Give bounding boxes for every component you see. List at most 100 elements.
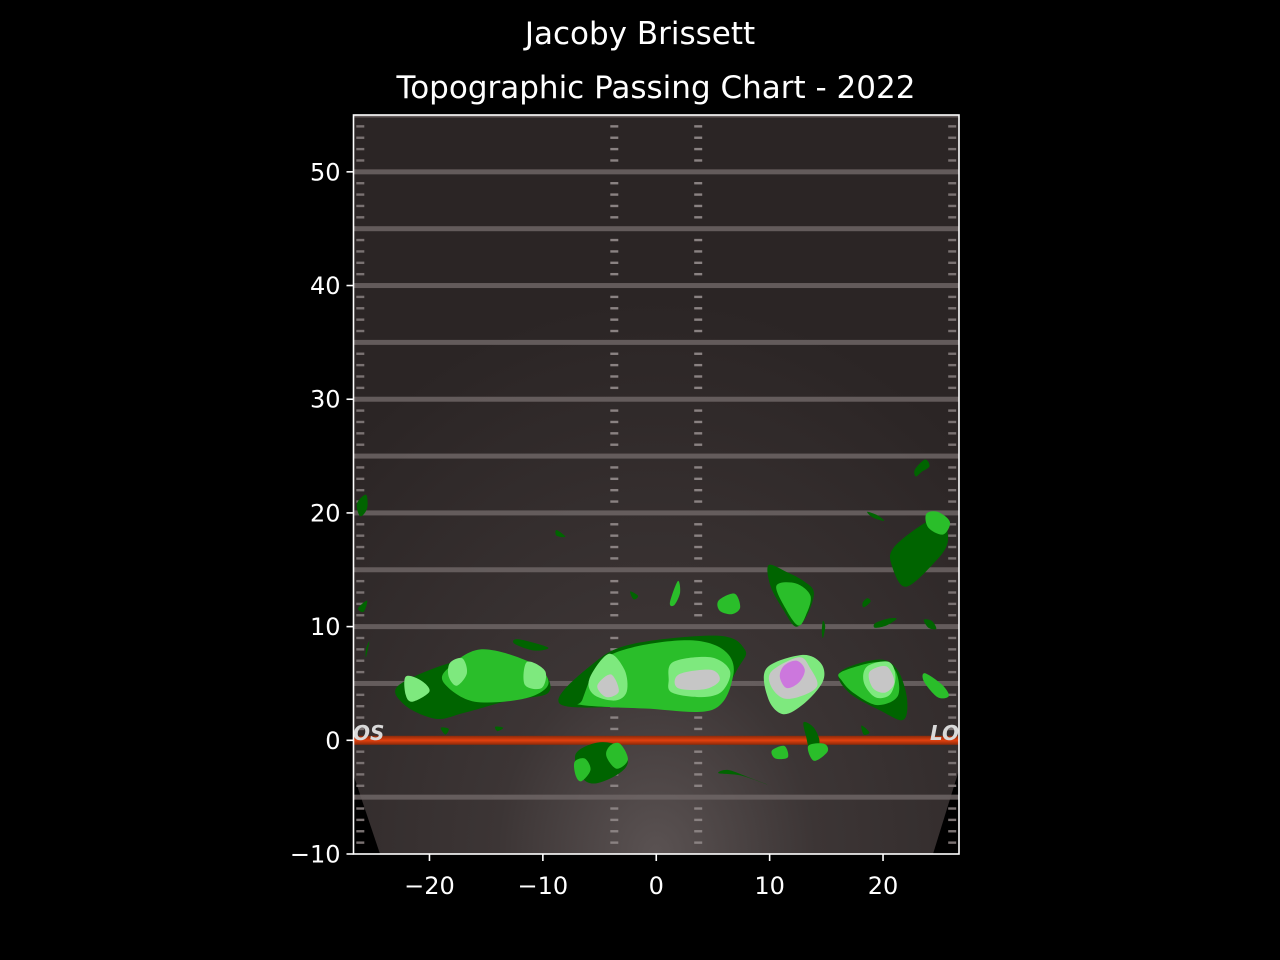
sideline-mark bbox=[948, 750, 957, 753]
sideline-mark bbox=[356, 238, 365, 242]
sideline-mark bbox=[356, 841, 365, 844]
sideline-mark bbox=[356, 614, 365, 617]
sideline-mark bbox=[356, 125, 365, 128]
chart-title: Jacoby Brissett bbox=[523, 16, 755, 52]
contour-region-9-level-4 bbox=[597, 674, 619, 698]
x-tick-label: 20 bbox=[868, 872, 899, 900]
hash-mark bbox=[610, 307, 619, 310]
sideline-mark bbox=[948, 500, 957, 503]
sideline-mark bbox=[948, 136, 957, 139]
hash-mark bbox=[694, 432, 703, 435]
yard-line-5 bbox=[353, 453, 959, 459]
sideline-mark bbox=[948, 602, 957, 606]
hash-mark bbox=[610, 830, 619, 833]
contour-region-34-level-1 bbox=[923, 619, 937, 630]
hash-mark bbox=[694, 295, 703, 299]
hash-mark bbox=[610, 545, 619, 549]
hash-mark bbox=[610, 727, 619, 731]
hash-mark bbox=[610, 420, 619, 424]
contour-region-37-level-1 bbox=[440, 727, 449, 735]
sideline-mark bbox=[356, 216, 365, 219]
contour-region-38-level-1 bbox=[494, 726, 504, 732]
sideline-mark bbox=[948, 693, 957, 697]
hash-mark bbox=[694, 807, 703, 810]
sideline-mark bbox=[356, 136, 365, 139]
hash-mark bbox=[610, 841, 619, 844]
hash-mark bbox=[610, 352, 619, 355]
hash-mark bbox=[694, 193, 703, 196]
sideline-mark bbox=[948, 614, 957, 617]
sideline-mark bbox=[948, 216, 957, 219]
sideline-mark bbox=[356, 579, 365, 583]
sideline-mark bbox=[356, 295, 365, 299]
contour-region-30-level-1 bbox=[821, 620, 826, 639]
contour-region-22-level-1 bbox=[914, 459, 930, 477]
sideline-mark bbox=[356, 716, 365, 719]
sideline-mark bbox=[356, 329, 365, 333]
hash-mark bbox=[694, 216, 703, 219]
line-of-scrimmage-labels: LOS LOS bbox=[354, 721, 973, 745]
contour-region-36-level-1 bbox=[512, 639, 549, 651]
sideline-mark bbox=[948, 295, 957, 299]
hash-mark bbox=[610, 295, 619, 299]
yard-line-10 bbox=[353, 169, 959, 175]
sideline-mark bbox=[948, 432, 957, 435]
sideline-mark bbox=[356, 375, 365, 378]
sideline-mark bbox=[948, 238, 957, 242]
sideline-mark bbox=[356, 705, 365, 708]
sideline-mark bbox=[356, 352, 365, 355]
line-of-scrimmage bbox=[353, 735, 959, 745]
sideline-mark bbox=[356, 443, 365, 446]
hash-mark bbox=[610, 557, 619, 560]
contour-region-24-level-1 bbox=[357, 600, 368, 613]
hash-mark bbox=[610, 488, 619, 492]
hash-mark bbox=[610, 125, 619, 128]
yard-line-3 bbox=[353, 567, 959, 573]
hash-mark bbox=[694, 545, 703, 549]
sideline-mark bbox=[356, 193, 365, 196]
sideline-mark bbox=[356, 432, 365, 435]
hash-mark bbox=[694, 352, 703, 355]
sideline-mark bbox=[356, 420, 365, 424]
los-label-right: LOS bbox=[930, 721, 973, 745]
sideline-mark bbox=[948, 784, 957, 787]
hash-mark bbox=[694, 159, 703, 162]
sideline-mark bbox=[356, 488, 365, 492]
hash-mark bbox=[694, 773, 703, 776]
hash-mark bbox=[694, 375, 703, 378]
sideline-mark bbox=[356, 636, 365, 640]
contour-region-29-level-2 bbox=[717, 593, 741, 615]
hash-mark bbox=[610, 591, 619, 594]
hash-mark bbox=[610, 238, 619, 242]
hash-mark bbox=[694, 534, 703, 537]
hash-mark bbox=[610, 386, 619, 390]
hash-mark bbox=[694, 443, 703, 446]
hash-mark bbox=[694, 761, 703, 765]
sideline-mark bbox=[356, 784, 365, 787]
contour-region-1-level-2 bbox=[441, 649, 549, 703]
sideline-mark bbox=[948, 193, 957, 196]
sideline-mark bbox=[356, 204, 365, 208]
sideline-mark bbox=[356, 830, 365, 833]
hash-mark bbox=[610, 818, 619, 822]
yard-line-6 bbox=[353, 396, 959, 402]
hash-mark bbox=[694, 136, 703, 139]
hash-mark bbox=[694, 466, 703, 469]
contour-region-23-level-1 bbox=[356, 494, 368, 517]
sideline-mark bbox=[948, 375, 957, 378]
sideline-mark bbox=[356, 727, 365, 731]
hash-mark bbox=[610, 261, 619, 264]
sideline-mark bbox=[356, 761, 365, 765]
hash-mark bbox=[610, 159, 619, 162]
sideline-mark bbox=[356, 591, 365, 594]
contour-region-32-level-1 bbox=[862, 598, 871, 608]
contour-region-31-level-1 bbox=[867, 511, 885, 521]
hash-mark bbox=[610, 375, 619, 378]
sideline-mark bbox=[948, 557, 957, 560]
sideline-mark bbox=[948, 807, 957, 810]
contour-region-27-level-1 bbox=[630, 591, 639, 600]
hash-mark bbox=[694, 727, 703, 731]
hash-mark bbox=[610, 147, 619, 151]
hash-mark bbox=[694, 307, 703, 310]
contour-region-33-level-1 bbox=[873, 617, 897, 628]
